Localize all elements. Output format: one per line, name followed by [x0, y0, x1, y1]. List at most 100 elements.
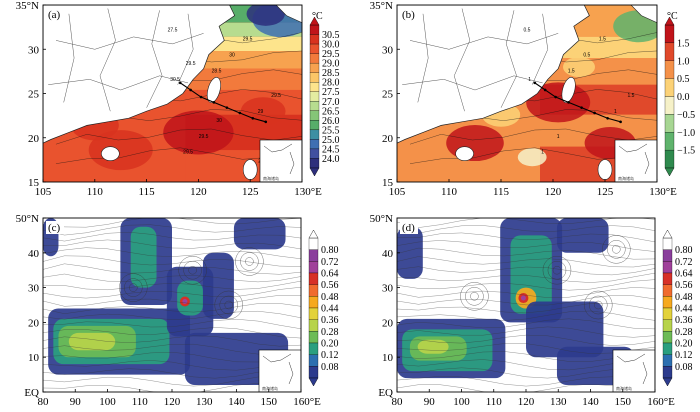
colorbar-label: 0.28 [321, 327, 339, 338]
colorbar-label: 27.0 [322, 97, 340, 108]
y-tick-label: 20 [28, 317, 40, 329]
streamline [397, 287, 655, 298]
contour-label: 30.5 [170, 77, 180, 83]
speed-patch [556, 218, 609, 253]
colorbar-segment [662, 249, 673, 262]
track-point [593, 111, 596, 115]
circulation-swirl [219, 295, 238, 315]
colorbar-label: 29.0 [322, 59, 340, 70]
colorbar-segment [308, 261, 319, 274]
luzon-island [597, 159, 613, 180]
streamline [397, 384, 655, 392]
track-point [238, 111, 242, 115]
colorbar-label: 0.48 [321, 292, 339, 303]
inset-label: 南海诸岛 [263, 175, 279, 181]
typhoon-track [179, 82, 266, 123]
sst-blob [563, 56, 595, 77]
streamline [43, 327, 301, 339]
y-tick-label: 50°N [370, 213, 393, 225]
colorbar-label: 28.0 [322, 78, 340, 89]
streamline [397, 326, 655, 338]
colorbar-top-arrow [662, 229, 673, 239]
colorbar-label: 0.20 [675, 339, 693, 350]
contour-label: 1 [541, 150, 544, 156]
y-tick-label: 10 [28, 352, 40, 364]
province-border [409, 33, 559, 50]
province-border [99, 8, 116, 112]
colorbar-segment [308, 284, 319, 297]
y-tick-label: 30 [28, 44, 40, 56]
streamline [397, 247, 655, 260]
circulation-swirl [124, 278, 143, 297]
x-tick-label: 150 [261, 396, 278, 408]
colorbar-segment [664, 24, 675, 44]
colorbar-segment [664, 42, 675, 61]
streamline [43, 368, 301, 379]
colorbar-segment [664, 149, 675, 169]
streamline [397, 218, 655, 228]
circulation-swirl [224, 300, 233, 310]
colorbar-segment [309, 110, 320, 121]
track-point [567, 101, 570, 104]
circulation-swirl [129, 283, 138, 292]
streamline [397, 376, 655, 387]
y-tick-label: 25 [28, 89, 40, 101]
streamline [43, 232, 301, 242]
taiwan-island [206, 77, 221, 103]
colorbar-label: 25.0 [322, 135, 340, 146]
contour-line [55, 128, 302, 145]
contour-label: 29.5 [183, 150, 193, 156]
streamline [43, 311, 301, 320]
y-tick-label: 20 [28, 133, 40, 145]
y-tick-label: EQ [24, 387, 39, 399]
contour-label: 0.5 [524, 28, 531, 34]
circulation-swirl [584, 290, 613, 320]
track-point [554, 95, 557, 99]
x-tick-label: 100 [453, 396, 470, 408]
province-border [417, 13, 429, 103]
colorbar-segment [309, 139, 320, 150]
sst-band [185, 51, 302, 69]
colorbar-label: −1.5 [677, 146, 695, 157]
x-tick-label: 160°E [647, 396, 675, 408]
colorbar-label: −1.0 [677, 128, 695, 139]
contour-label: 1 [557, 134, 560, 140]
panel-label-bg [400, 221, 418, 234]
colorbar-label: 0.28 [675, 327, 693, 338]
province-border [500, 10, 517, 108]
province-border [402, 75, 543, 91]
colorbar-segment [309, 82, 320, 92]
contour-label: 29.5 [271, 93, 281, 99]
track-point [225, 106, 229, 109]
x-tick-label: 110 [441, 186, 458, 198]
colorbar-segment [309, 158, 320, 169]
x-tick-label: 130 [550, 396, 567, 408]
colorbar-segment [664, 114, 675, 133]
y-tick-label: 15 [28, 177, 40, 189]
speed-patch [397, 226, 423, 279]
inset-coast [262, 353, 292, 363]
colorbar-segment [308, 331, 319, 344]
circulation-swirl [119, 273, 148, 302]
y-tick-label: 30 [382, 283, 394, 295]
colorbar-bottom-arrow [662, 377, 673, 387]
colorbar-label: 0.80 [675, 245, 693, 256]
inset-label: 南海诸岛 [262, 385, 278, 391]
circulation-swirl [465, 287, 484, 306]
colorbar-label: 0.08 [321, 362, 339, 373]
colorbar-segment [662, 331, 673, 344]
streamline [43, 319, 301, 329]
x-tick-label: 120 [190, 186, 207, 198]
colorbar-segment [662, 296, 673, 309]
streamline [43, 255, 301, 267]
south-china-sea-inset [612, 349, 655, 392]
x-tick-label: 130°E [294, 186, 322, 198]
track-point [619, 120, 622, 124]
vortex-core [520, 295, 526, 301]
circulation-swirl [607, 240, 626, 259]
colorbar-label: 0.20 [321, 339, 339, 350]
colorbar-label: 0.5 [677, 74, 690, 85]
colorbar-segment [308, 272, 319, 285]
circulation-swirl [594, 300, 603, 310]
